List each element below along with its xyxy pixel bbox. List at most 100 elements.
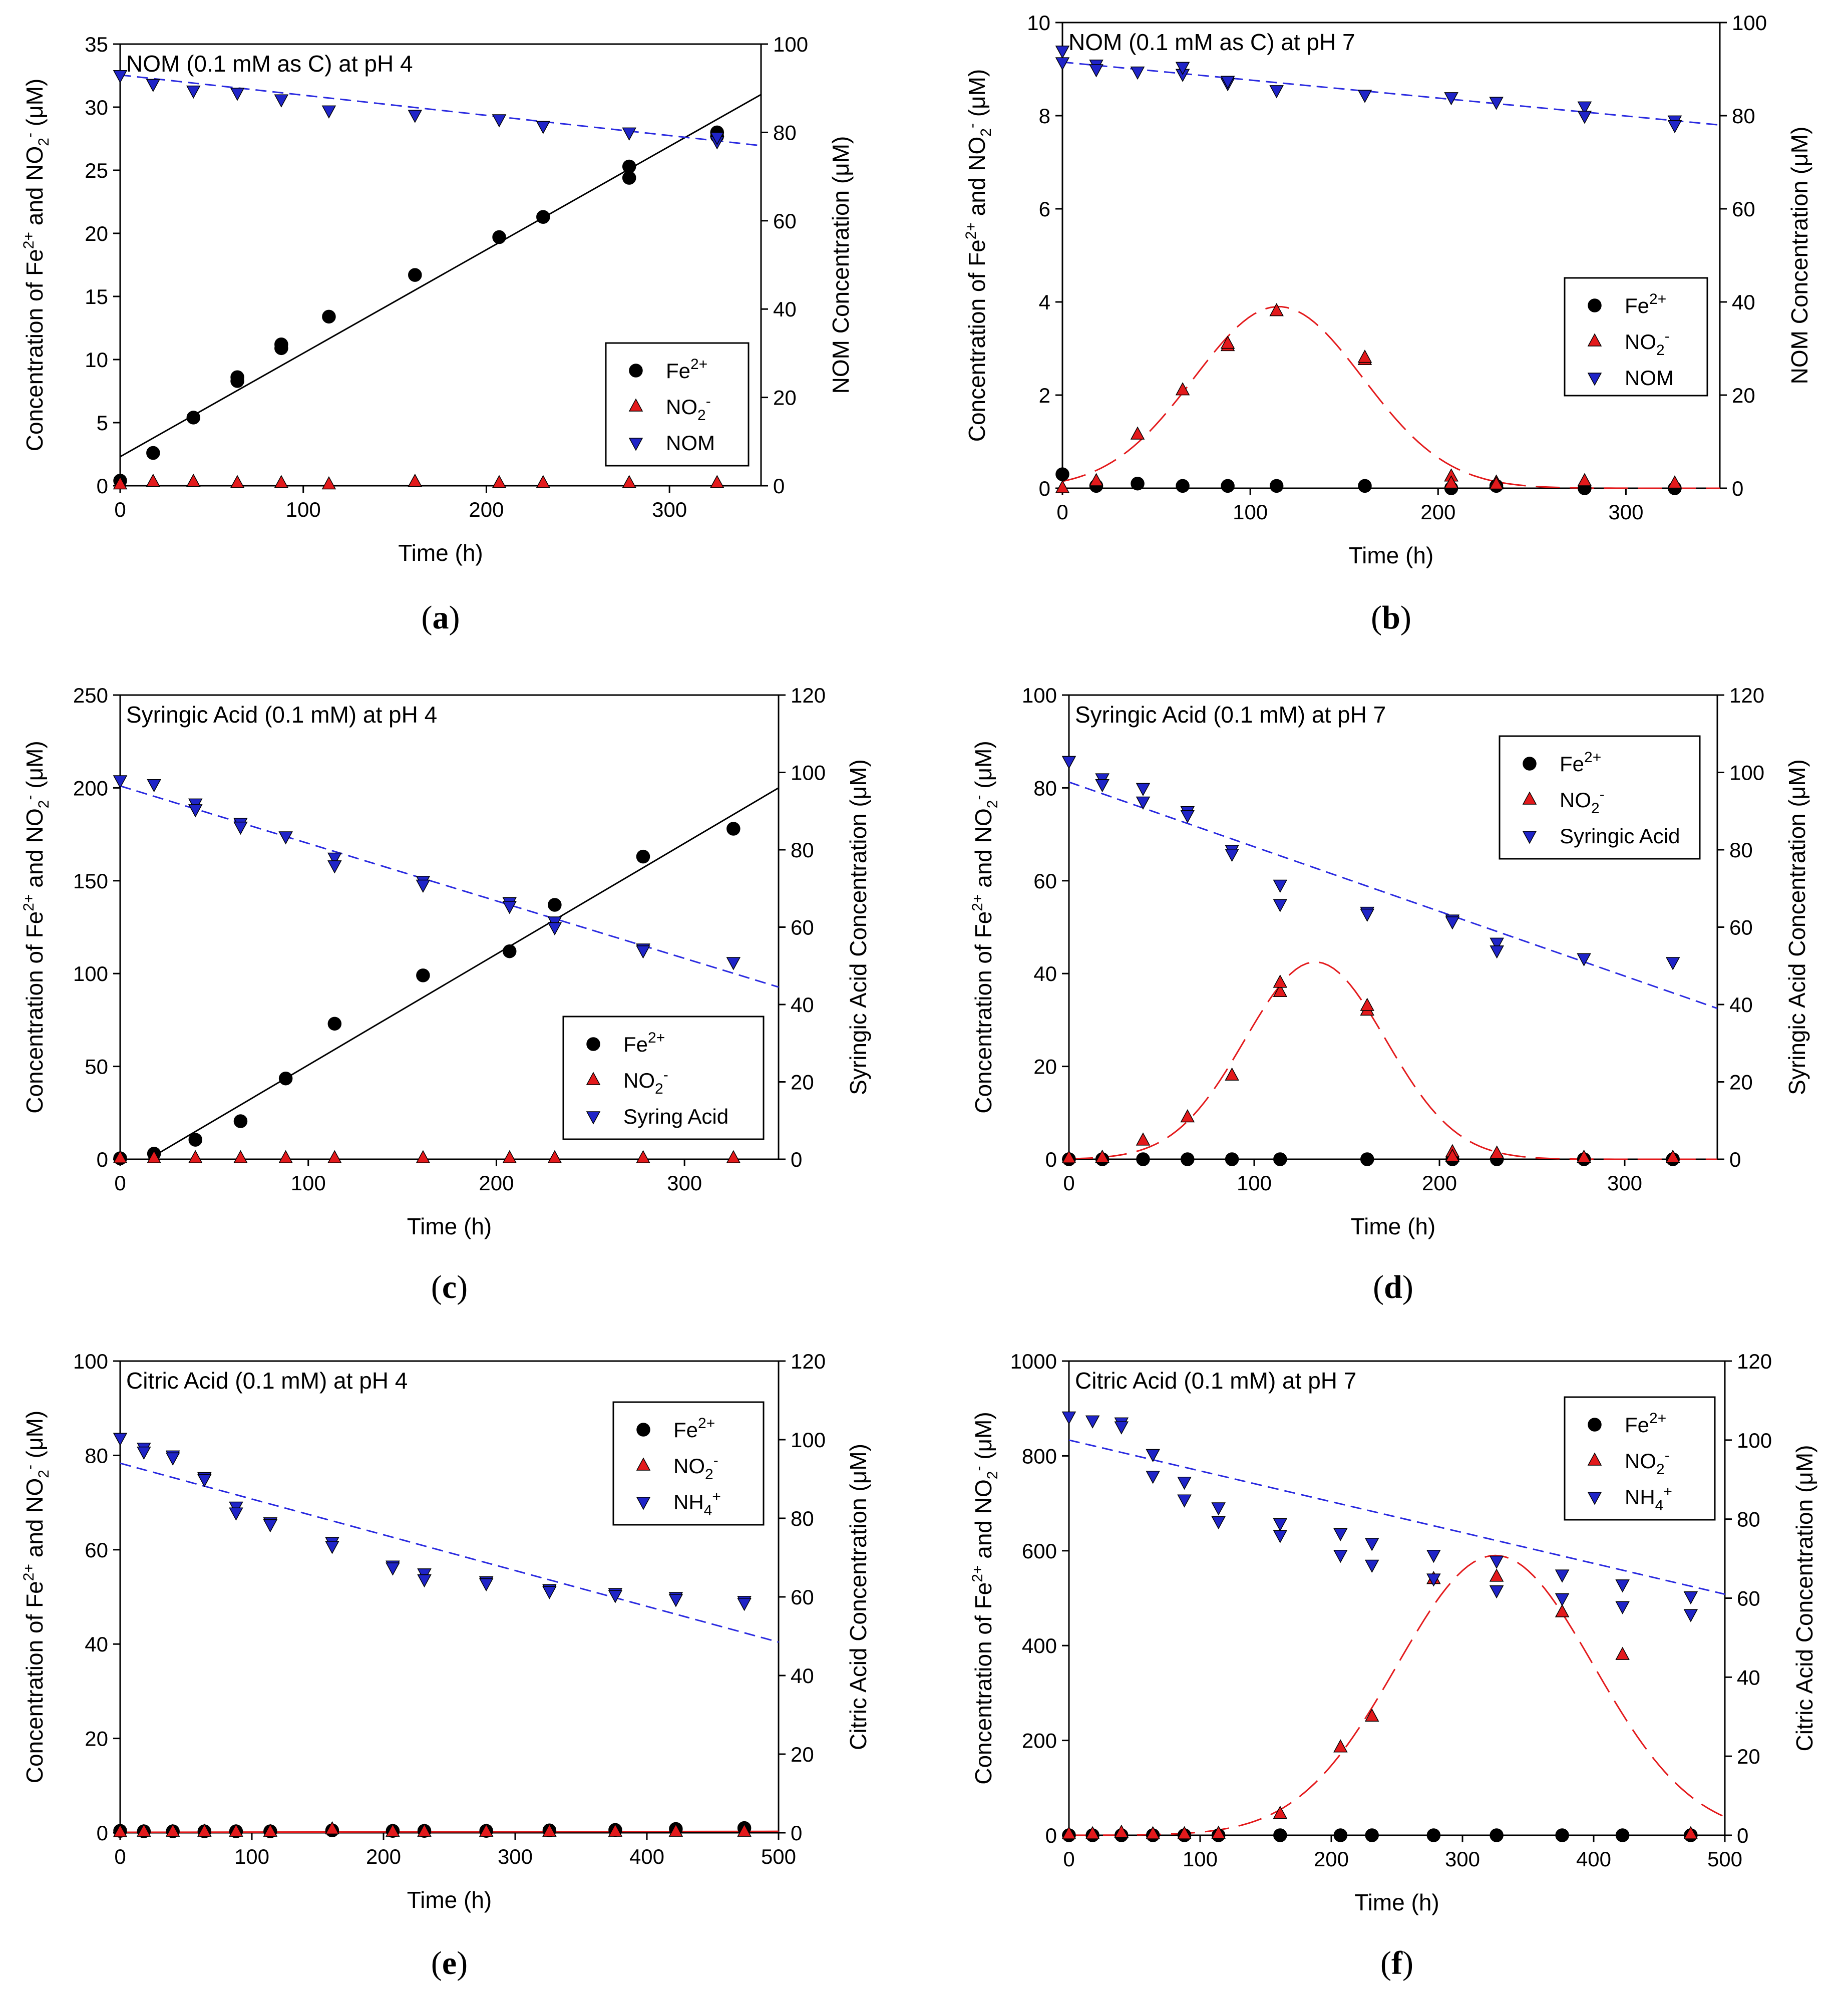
data-point bbox=[608, 1823, 623, 1837]
data-point bbox=[113, 775, 128, 789]
data-point bbox=[622, 159, 636, 174]
data-point bbox=[1130, 426, 1145, 440]
data-point bbox=[1180, 1109, 1195, 1123]
y-right-axis-title: Citric Acid Concentration (μM) bbox=[845, 1444, 871, 1750]
y-left-tick-label: 200 bbox=[73, 776, 108, 800]
data-point bbox=[1136, 796, 1151, 810]
data-point bbox=[274, 338, 288, 352]
data-point bbox=[492, 114, 507, 128]
data-point bbox=[636, 1150, 650, 1163]
y-left-tick-label: 40 bbox=[1033, 962, 1057, 985]
data-point bbox=[1445, 916, 1460, 930]
y-left-tick-label: 80 bbox=[1033, 776, 1057, 800]
legend-label: Fe2+ bbox=[1625, 1410, 1666, 1437]
legend-box bbox=[612, 1401, 765, 1526]
legend-marker bbox=[1523, 757, 1537, 771]
y-left-tick-label: 40 bbox=[85, 1632, 108, 1656]
legend-marker bbox=[636, 1497, 651, 1510]
y-right-tick-label: 40 bbox=[791, 1664, 814, 1688]
data-point bbox=[1426, 1828, 1441, 1842]
data-point bbox=[1273, 974, 1288, 988]
data-point bbox=[1490, 945, 1504, 959]
data-point bbox=[1358, 479, 1372, 493]
y-right-tick-label: 80 bbox=[791, 1507, 814, 1530]
y-left-tick-label: 20 bbox=[85, 1727, 108, 1751]
data-point bbox=[1489, 1555, 1504, 1569]
y-right-tick-label: 20 bbox=[1732, 384, 1755, 407]
data-point bbox=[229, 1823, 243, 1837]
y-left-axis-title: Concentration of Fe2+ and NO2- (μM) bbox=[21, 1411, 52, 1783]
legend-box bbox=[1564, 1396, 1716, 1521]
data-point bbox=[1131, 476, 1145, 491]
data-point bbox=[1211, 1825, 1226, 1839]
data-point bbox=[147, 779, 161, 793]
x-tick-label: 200 bbox=[1420, 500, 1455, 524]
data-point bbox=[1211, 1502, 1226, 1516]
y-left-tick-label: 0 bbox=[97, 474, 108, 498]
data-point bbox=[417, 1823, 432, 1837]
y-left-axis-title: Concentration of Fe2+ and NO2- (μM) bbox=[963, 69, 994, 442]
panel-title: Citric Acid (0.1 mM) at pH 7 bbox=[1075, 1368, 1356, 1394]
y-right-tick-label: 20 bbox=[1729, 1071, 1753, 1094]
series-no2 bbox=[113, 1150, 741, 1163]
series-nh4 bbox=[1061, 1411, 1698, 1622]
data-point bbox=[1360, 1152, 1374, 1166]
data-point bbox=[147, 1150, 161, 1163]
y-right-tick-label: 80 bbox=[1729, 838, 1753, 862]
chart-panel-a: 0 100 200 300 0 5 10 15 20 25 30 35 0 20 40 60 80 100 Time… bbox=[21, 33, 854, 636]
x-tick-label: 400 bbox=[629, 1845, 664, 1868]
data-point bbox=[1220, 76, 1235, 89]
legend: Fe2+NO2-NOM bbox=[1564, 277, 1708, 397]
y-left-tick-label: 0 bbox=[1045, 1148, 1057, 1171]
series-no2 bbox=[113, 1821, 752, 1837]
data-point bbox=[1667, 475, 1682, 489]
x-tick-label: 300 bbox=[667, 1171, 702, 1195]
panel-label: (e) bbox=[431, 1945, 468, 1981]
data-point bbox=[492, 230, 506, 244]
data-point bbox=[186, 473, 201, 487]
data-point bbox=[274, 475, 289, 488]
data-point bbox=[188, 1133, 203, 1147]
data-point bbox=[186, 411, 201, 425]
data-point bbox=[709, 475, 724, 488]
data-point bbox=[1136, 1152, 1150, 1166]
y-right-axis-title: NOM Concentration (μM) bbox=[1786, 127, 1812, 385]
y-right-tick-label: 0 bbox=[791, 1821, 802, 1845]
legend-box bbox=[605, 342, 750, 467]
data-point bbox=[726, 822, 741, 836]
data-point bbox=[737, 1823, 752, 1837]
data-point bbox=[1085, 1826, 1100, 1839]
data-point bbox=[542, 1586, 557, 1599]
data-point bbox=[502, 944, 517, 958]
data-point bbox=[1667, 120, 1682, 134]
data-point bbox=[1095, 1149, 1110, 1163]
data-point bbox=[188, 1150, 203, 1163]
data-point bbox=[1273, 1828, 1287, 1842]
data-point bbox=[230, 475, 245, 488]
data-point bbox=[548, 898, 562, 912]
x-tick-label: 200 bbox=[469, 498, 504, 521]
data-point bbox=[622, 475, 636, 488]
data-point bbox=[479, 1823, 494, 1837]
legend-box bbox=[562, 1016, 765, 1140]
chart-panel-e: 0 100 200 300 400 500020406080100020406080100… bbox=[21, 1350, 871, 1981]
x-tick-label: 0 bbox=[1056, 500, 1068, 524]
data-point bbox=[1089, 64, 1103, 78]
data-point bbox=[1615, 1601, 1630, 1614]
y-left-tick-label: 150 bbox=[73, 869, 108, 893]
legend-marker bbox=[636, 1457, 651, 1471]
data-point bbox=[417, 1574, 432, 1588]
data-point bbox=[197, 1474, 212, 1488]
data-point bbox=[1360, 908, 1374, 922]
y-left-tick-label: 20 bbox=[85, 222, 108, 245]
y-right-tick-label: 100 bbox=[1732, 11, 1767, 35]
data-point bbox=[1490, 937, 1504, 951]
data-point bbox=[636, 945, 650, 959]
y-right-tick-label: 40 bbox=[1732, 290, 1755, 314]
series-fe2 bbox=[113, 822, 741, 1165]
y-right-tick-label: 20 bbox=[773, 386, 797, 410]
x-tick-label: 500 bbox=[1707, 1847, 1742, 1871]
y-right-axis-title: Syringic Acid Concentration (μM) bbox=[1784, 759, 1810, 1095]
